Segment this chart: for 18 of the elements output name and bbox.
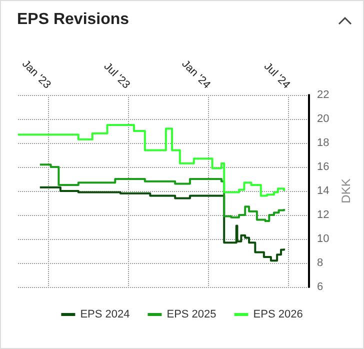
chart-title: EPS Revisions bbox=[17, 11, 130, 29]
y-tick-label: 18 bbox=[317, 137, 330, 149]
y-tick-label: 10 bbox=[317, 233, 330, 245]
y-tick-label: 16 bbox=[317, 161, 330, 173]
y-tick-label: 12 bbox=[317, 209, 330, 221]
legend-label: EPS 2026 bbox=[253, 308, 303, 320]
x-tick-label: Jul '23 bbox=[101, 60, 132, 92]
y-tick-label: 6 bbox=[317, 281, 324, 293]
y-tick-label: 22 bbox=[317, 89, 330, 101]
y-axis-title: DKK bbox=[339, 178, 354, 204]
y-tick-label: 20 bbox=[317, 113, 330, 125]
y-tick-label: 14 bbox=[317, 185, 330, 197]
x-tick-label: Jul '24 bbox=[262, 60, 292, 92]
legend-label: EPS 2024 bbox=[80, 308, 130, 320]
x-tick-label: Jan '24 bbox=[179, 58, 213, 92]
x-tick-label: Jan '23 bbox=[20, 58, 53, 92]
legend-label: EPS 2025 bbox=[166, 308, 216, 320]
y-tick-label: 8 bbox=[317, 257, 324, 269]
